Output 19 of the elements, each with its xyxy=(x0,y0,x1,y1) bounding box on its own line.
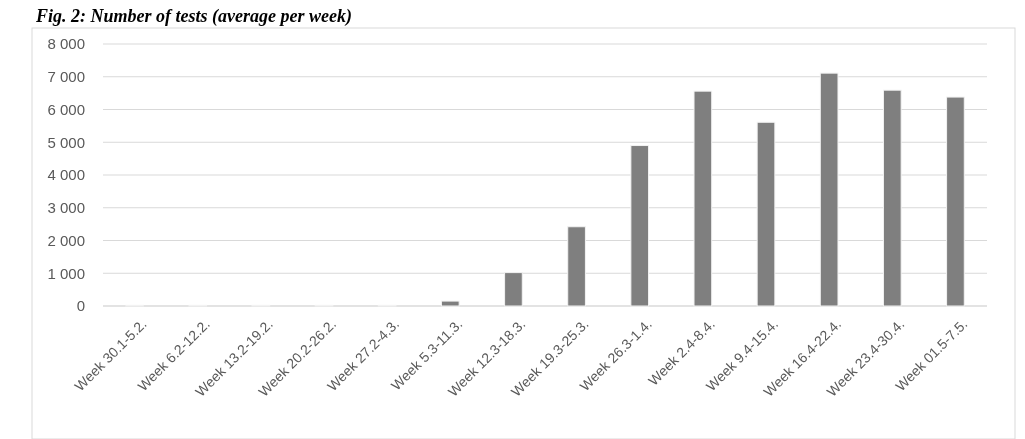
chart-title: Fig. 2: Number of tests (average per week) xyxy=(35,6,352,27)
y-tick-label: 5 000 xyxy=(47,133,85,151)
y-tick-label: 1 000 xyxy=(47,264,85,282)
bar xyxy=(882,89,902,307)
y-tick-label: 7 000 xyxy=(47,68,85,85)
y-tick-label: 4 000 xyxy=(47,166,85,184)
bar xyxy=(504,272,523,307)
bar xyxy=(756,121,776,307)
bar xyxy=(567,226,586,307)
bar xyxy=(946,96,965,307)
bar xyxy=(630,145,650,307)
y-tick-label: 3 000 xyxy=(47,199,85,216)
bar xyxy=(693,90,713,307)
y-tick-label: 2 000 xyxy=(47,231,85,249)
bar xyxy=(819,72,839,307)
y-tick-label: 8 000 xyxy=(47,35,85,53)
y-tick-label: 6 000 xyxy=(47,100,85,118)
y-tick-label: 0 xyxy=(76,297,85,315)
bar xyxy=(440,300,460,307)
